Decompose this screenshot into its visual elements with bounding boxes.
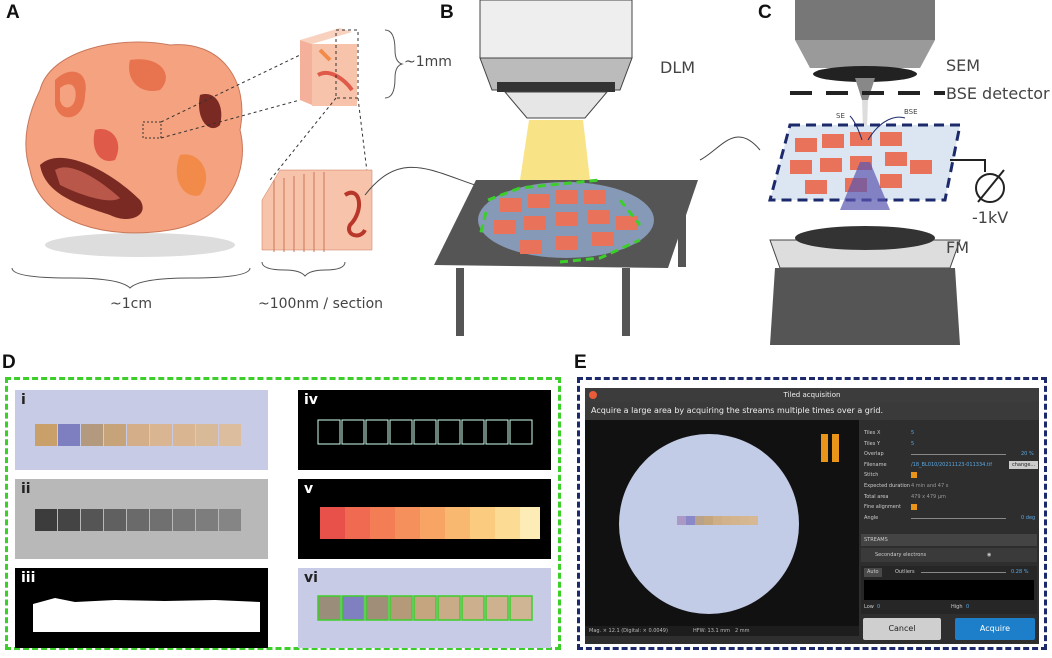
panel-c-letter: C	[758, 2, 772, 23]
dlm-label: DLM	[660, 58, 696, 77]
setting-row: Angle 0 deg	[861, 513, 1037, 524]
overlap-value: 20 %	[1021, 451, 1034, 458]
subpanel-v-label: v	[304, 481, 314, 497]
panel-e-frame	[577, 377, 1047, 650]
subpanel-v: v	[298, 479, 551, 559]
scale-mm-label: ~1mm	[404, 54, 452, 70]
pause-icon	[821, 434, 828, 462]
fine-alignment-checkbox[interactable]	[911, 504, 917, 511]
setting-row: Fine alignment	[861, 502, 1037, 513]
angle-value: 0 deg	[1021, 514, 1036, 521]
high-label: High	[951, 604, 963, 610]
cancel-button[interactable]: Cancel	[863, 618, 941, 640]
setting-row: Expected duration 4 min and 47 s	[861, 481, 1037, 492]
voltage-label: -1kV	[972, 208, 1009, 227]
scale-bar-label: 2 mm	[735, 628, 750, 634]
hfw-readout: HFW: 13.1 mm	[693, 628, 731, 634]
panel-d-letter: D	[2, 352, 16, 373]
subpanel-iii: iii	[15, 568, 268, 648]
binary-mask-image	[33, 598, 260, 632]
rgb-sections-image	[35, 424, 241, 446]
setting-row: Filename/18_BL010/20211123-011334.tif ch…	[861, 460, 1039, 471]
total-area-value: 479 x 479 µm	[911, 493, 946, 500]
subpanel-i: i	[15, 390, 268, 470]
histogram-plot	[864, 580, 1034, 600]
low-value: 0	[877, 604, 881, 610]
low-label: Low	[864, 604, 874, 610]
subpanel-ii-label: ii	[21, 481, 31, 497]
filename-field[interactable]: /18_BL010/20211123-011334.tif	[911, 461, 993, 468]
workflow-illustration	[11, 0, 1005, 345]
overlap-slider[interactable]	[911, 454, 1006, 456]
streams-header[interactable]: STREAMS	[861, 534, 1037, 546]
panel-b-letter: B	[440, 2, 454, 23]
subpanel-iv-label: iv	[304, 392, 318, 408]
sem-label: SEM	[946, 56, 981, 75]
panel-e-letter: E	[574, 352, 587, 373]
tiles-y-field[interactable]: 5	[911, 440, 915, 447]
stream-entry[interactable]: Secondary electrons ◉	[861, 548, 1037, 562]
close-icon[interactable]	[589, 391, 597, 399]
subpanel-i-label: i	[21, 392, 26, 408]
preview-image	[619, 434, 839, 614]
setting-row: Total area 479 x 479 µm	[861, 492, 1037, 503]
fm-label: FM	[946, 238, 970, 257]
scale-cm-label: ~1cm	[110, 296, 152, 312]
preview-viewport[interactable]: Mag. × 12.1 (Digital: × 0.0049) HFW: 13.…	[585, 420, 859, 636]
change-button[interactable]: change...	[1009, 460, 1039, 469]
se-label: SE	[836, 112, 845, 120]
scale-section-label: ~100nm / section	[258, 296, 384, 312]
tiled-acquisition-window: Tiled acquisition Acquire a large area b…	[585, 388, 1039, 644]
dlm-microscope-illustration	[434, 0, 698, 336]
histogram-area: Auto Outliers 0.28 % Low 0 High 0	[861, 566, 1037, 614]
auto-button[interactable]: Auto	[864, 568, 882, 577]
high-value: 0	[966, 604, 970, 610]
tiles-x-field[interactable]: 5	[911, 430, 915, 436]
outliers-value: 0.28 %	[1011, 569, 1029, 575]
setting-row: Overlap 20 %	[861, 449, 1037, 460]
panel-d-frame	[5, 377, 561, 650]
outliers-slider[interactable]	[921, 572, 1006, 573]
window-titlebar: Tiled acquisition	[585, 388, 1039, 402]
subpanel-iii-label: iii	[21, 570, 36, 586]
subpanel-vi: vi	[298, 568, 551, 648]
outliers-label: Outliers	[895, 569, 915, 575]
magnification-readout: Mag. × 12.1 (Digital: × 0.0049)	[589, 628, 668, 634]
setting-row: Stitch	[861, 470, 1037, 481]
subpanel-vi-label: vi	[304, 570, 318, 586]
grayscale-sections-image	[35, 509, 241, 531]
stitch-checkbox[interactable]	[911, 472, 917, 479]
duration-value: 4 min and 47 s	[911, 482, 949, 489]
acquire-button[interactable]: Acquire	[955, 618, 1035, 640]
detected-sections-image	[317, 595, 533, 621]
view-status-bar: Mag. × 12.1 (Digital: × 0.0049) HFW: 13.…	[585, 626, 859, 636]
eye-icon[interactable]: ◉	[987, 552, 992, 558]
tissue-block-illustration	[25, 41, 301, 257]
subpanel-ii: ii	[15, 479, 268, 559]
sem-fm-illustration	[768, 0, 1005, 345]
serial-sections-illustration	[261, 169, 373, 252]
edge-detection-image	[317, 419, 533, 445]
window-description: Acquire a large area by acquiring the st…	[585, 402, 1039, 420]
angle-slider[interactable]	[911, 517, 1006, 519]
color-segmented-image	[320, 507, 540, 539]
bse-label: BSE	[904, 108, 918, 116]
panel-a-letter: A	[6, 2, 20, 23]
window-title: Tiled acquisition	[783, 391, 841, 399]
subpanel-iv: iv	[298, 390, 551, 470]
tissue-cube-illustration	[300, 28, 359, 106]
bse-detector-label: BSE detector	[946, 84, 1050, 103]
